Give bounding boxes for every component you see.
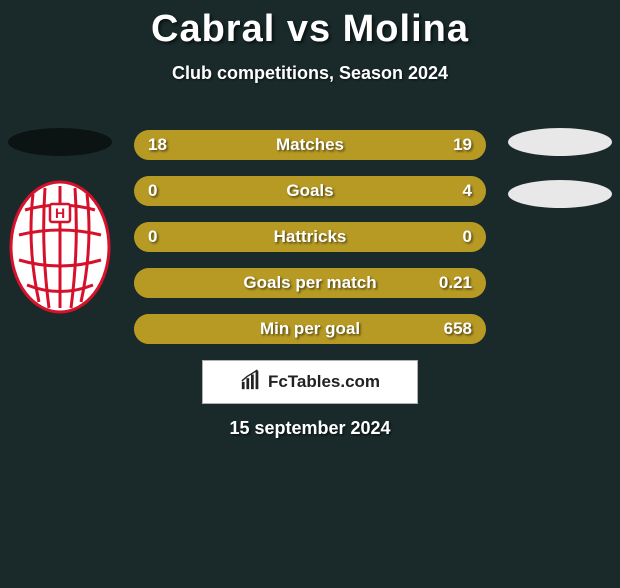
brand-watermark[interactable]: FcTables.com [202,360,418,404]
left-team-column: H [8,128,112,314]
stat-label: Goals per match [134,268,486,298]
stat-value-right: 0.21 [439,268,472,298]
page-subtitle: Club competitions, Season 2024 [0,63,620,84]
stat-row-mpg: Min per goal 658 [134,314,486,344]
stat-value-right: 0 [463,222,472,252]
chart-icon [240,369,262,396]
stat-value-right: 19 [453,130,472,160]
page-title: Cabral vs Molina [0,8,620,51]
svg-text:H: H [55,205,65,221]
stat-label: Matches [134,130,486,160]
date-label: 15 september 2024 [0,418,620,439]
team-crest-huracan: H [9,180,111,314]
brand-label: FcTables.com [268,372,380,392]
right-team-column [508,128,612,232]
stats-bars: 18 Matches 19 0 Goals 4 0 Hattricks 0 Go… [134,130,486,360]
player-ellipse-right-1 [508,128,612,156]
stat-value-right: 658 [444,314,472,344]
player-ellipse-right-2 [508,180,612,208]
stat-label: Goals [134,176,486,206]
stat-row-hattricks: 0 Hattricks 0 [134,222,486,252]
player-ellipse-left [8,128,112,156]
stat-row-goals: 0 Goals 4 [134,176,486,206]
stat-label: Min per goal [134,314,486,344]
stat-value-right: 4 [463,176,472,206]
stat-label: Hattricks [134,222,486,252]
stat-row-gpm: Goals per match 0.21 [134,268,486,298]
stat-row-matches: 18 Matches 19 [134,130,486,160]
